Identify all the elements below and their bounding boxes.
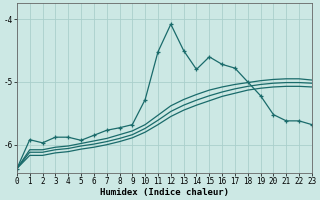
X-axis label: Humidex (Indice chaleur): Humidex (Indice chaleur): [100, 188, 229, 197]
